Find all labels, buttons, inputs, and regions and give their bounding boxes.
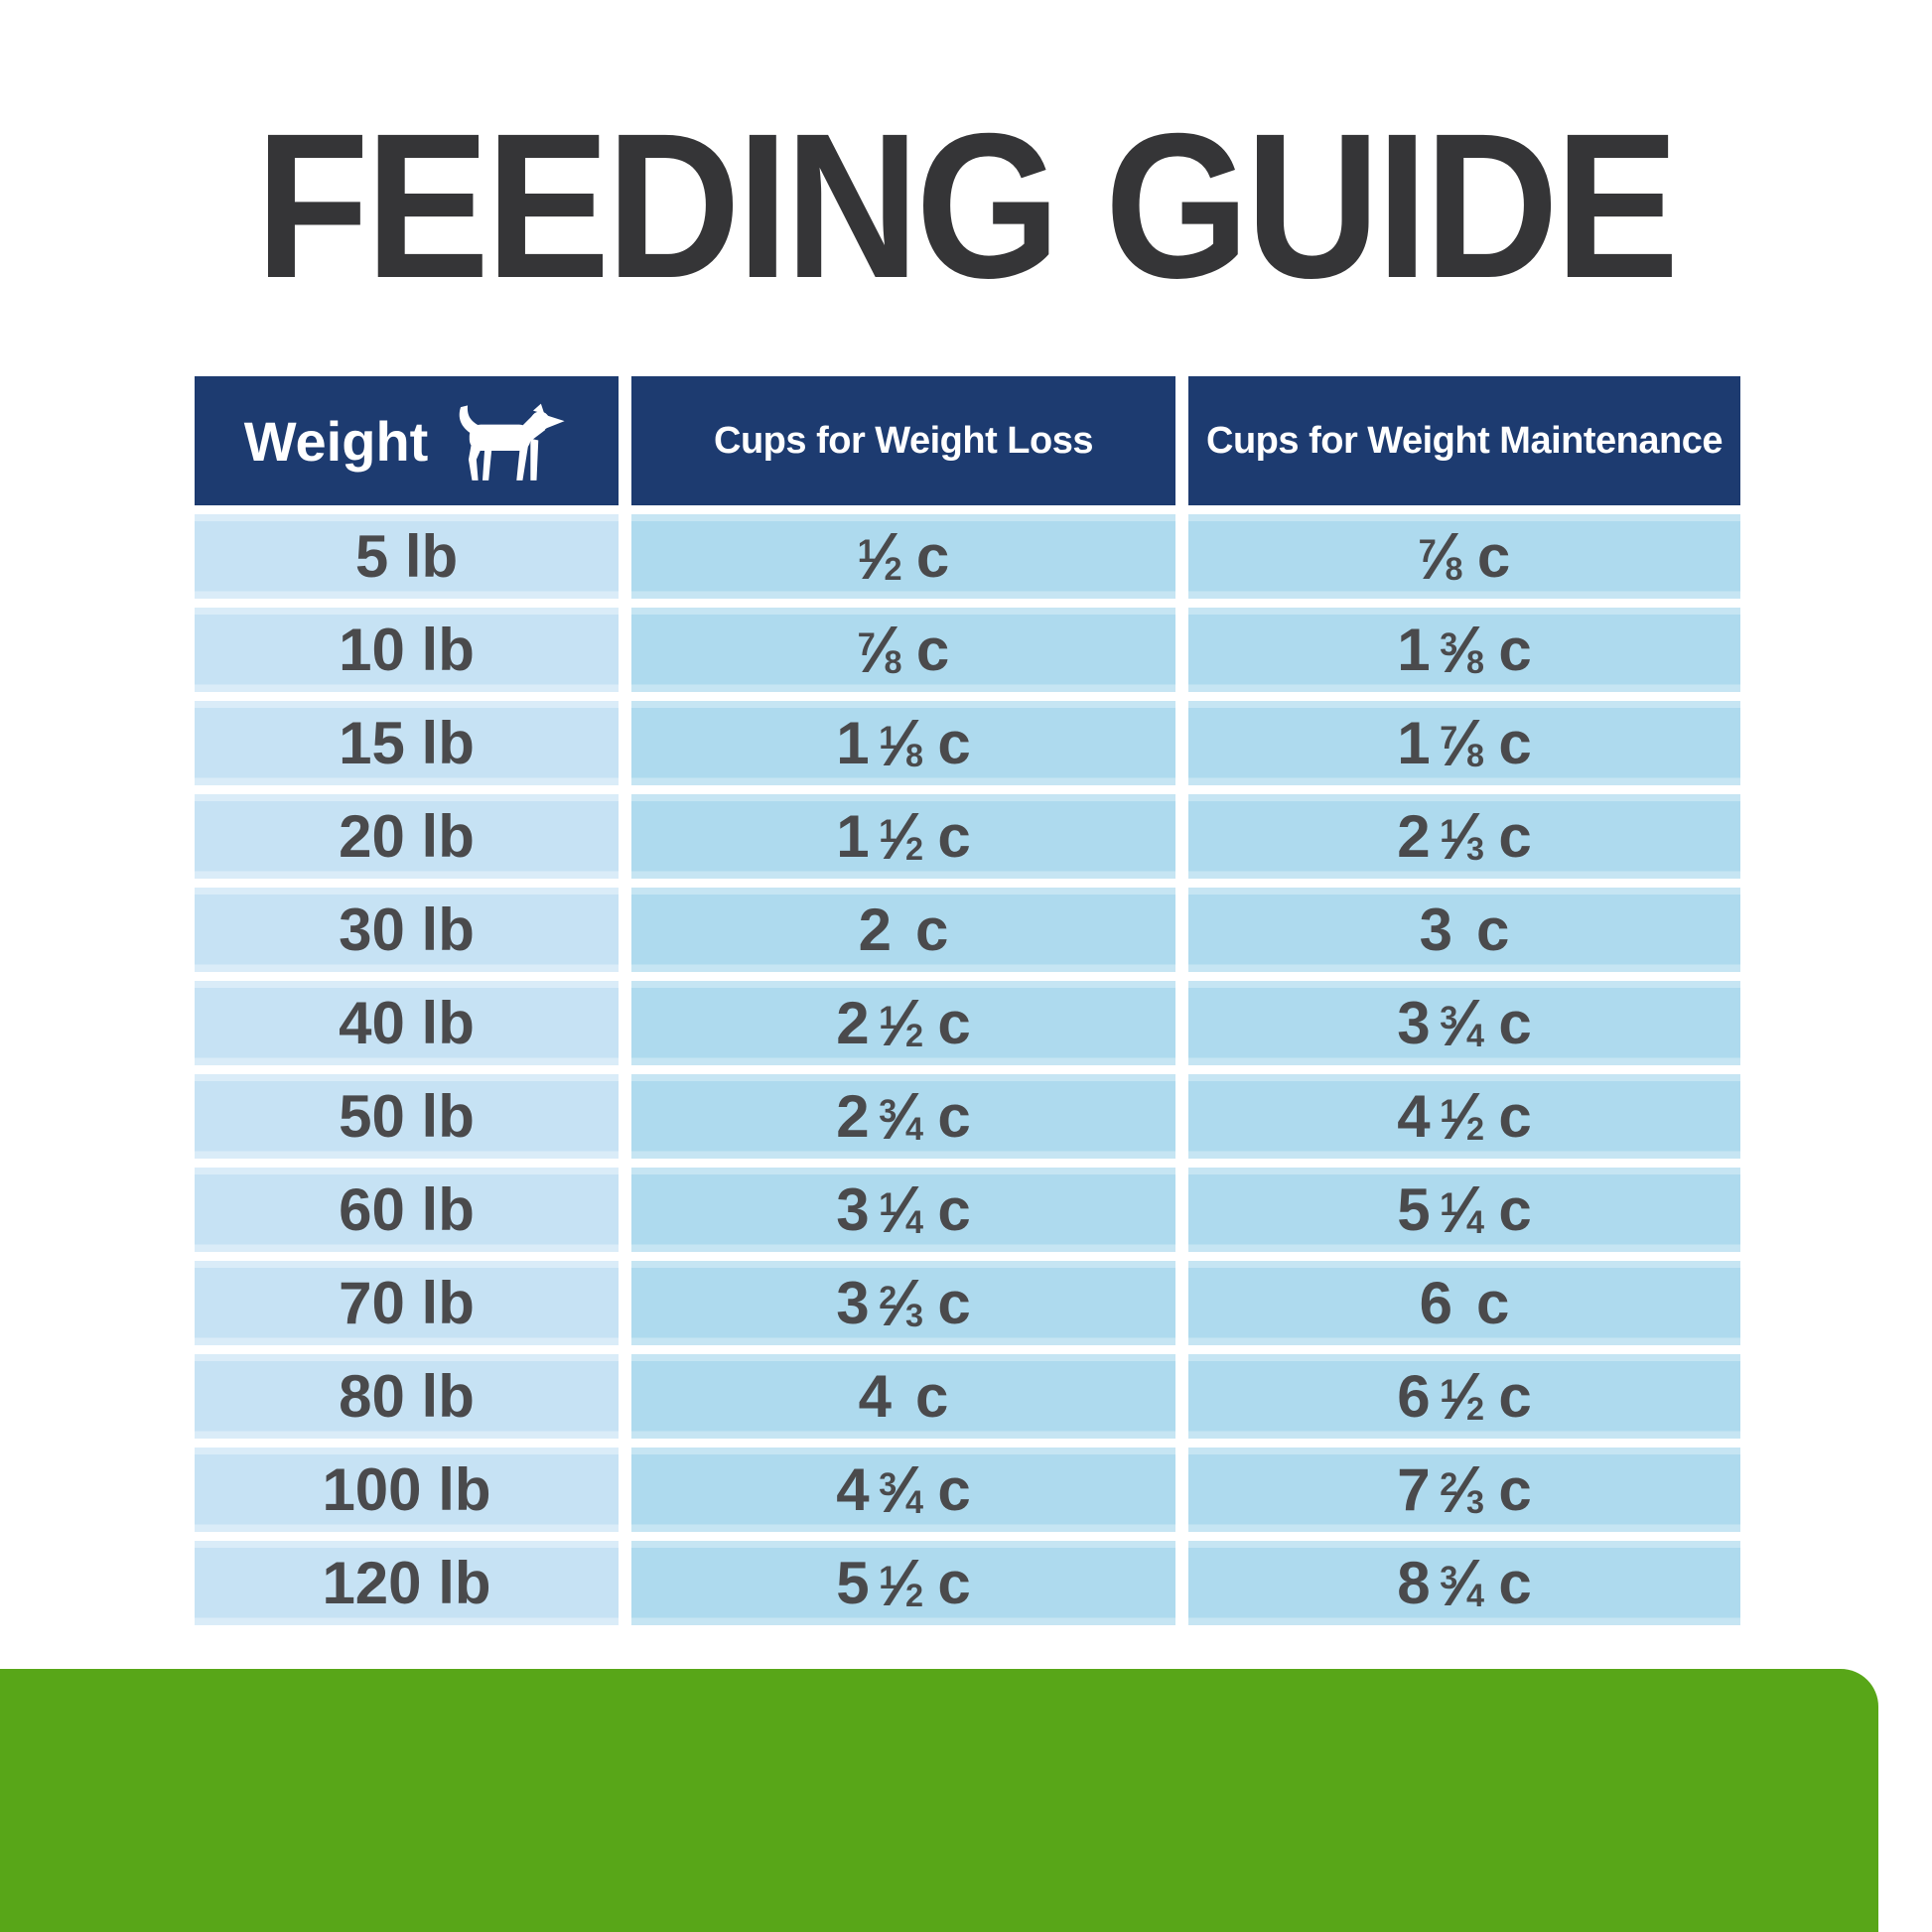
feeding-table: Weight Cups for Weight Loss Cups for Wei…: [195, 376, 1740, 1625]
cups-maintenance-cell: 6 1⁄2 c: [1188, 1354, 1740, 1439]
weight-cell: 20 lb: [195, 794, 619, 879]
cups-maintenance-cell: 1 7⁄8 c: [1188, 701, 1740, 785]
page-title: FEEDING GUIDE: [0, 103, 1932, 310]
weight-cell: 15 lb: [195, 701, 619, 785]
green-footer-band: [0, 1669, 1878, 1932]
cups-maintenance-cell: 4 1⁄2 c: [1188, 1074, 1740, 1159]
cups-loss-cell: 1 1⁄8 c: [631, 701, 1175, 785]
page-title-text: FEEDING GUIDE: [255, 91, 1680, 322]
cups-loss-cell: 1⁄2 c: [631, 514, 1175, 599]
cups-loss-cell: 1 1⁄2 c: [631, 794, 1175, 879]
cups-maintenance-header-label: Cups for Weight Maintenance: [1206, 419, 1723, 462]
weight-cell: 80 lb: [195, 1354, 619, 1439]
cups-loss-cell: 5 1⁄2 c: [631, 1541, 1175, 1625]
weight-cell: 30 lb: [195, 888, 619, 972]
column-header-cups-loss: Cups for Weight Loss: [631, 376, 1175, 505]
cups-loss-cell: 3 1⁄4 c: [631, 1168, 1175, 1252]
weight-cell: 5 lb: [195, 514, 619, 599]
cups-maintenance-cell: 7⁄8 c: [1188, 514, 1740, 599]
cups-loss-cell: 2 1⁄2 c: [631, 981, 1175, 1065]
cups-maintenance-cell: 7 2⁄3 c: [1188, 1448, 1740, 1532]
dog-icon: [460, 403, 565, 481]
cups-loss-cell: 4 3⁄4 c: [631, 1448, 1175, 1532]
cups-maintenance-cell: 2 1⁄3 c: [1188, 794, 1740, 879]
cups-loss-cell: 7⁄8 c: [631, 608, 1175, 692]
column-header-cups-maintenance: Cups for Weight Maintenance: [1188, 376, 1740, 505]
weight-cell: 70 lb: [195, 1261, 619, 1345]
cups-loss-cell: 3 2⁄3 c: [631, 1261, 1175, 1345]
weight-header-label: Weight: [243, 409, 429, 473]
cups-maintenance-cell: 5 1⁄4 c: [1188, 1168, 1740, 1252]
weight-cell: 100 lb: [195, 1448, 619, 1532]
cups-maintenance-cell: 1 3⁄8 c: [1188, 608, 1740, 692]
cups-loss-cell: 2 3⁄4 c: [631, 1074, 1175, 1159]
weight-cell: 10 lb: [195, 608, 619, 692]
cups-loss-header-label: Cups for Weight Loss: [714, 419, 1093, 462]
weight-cell: 120 lb: [195, 1541, 619, 1625]
weight-cell: 50 lb: [195, 1074, 619, 1159]
cups-maintenance-cell: 3 3⁄4 c: [1188, 981, 1740, 1065]
column-header-weight: Weight: [195, 376, 619, 505]
weight-cell: 40 lb: [195, 981, 619, 1065]
cups-maintenance-cell: 8 3⁄4 c: [1188, 1541, 1740, 1625]
weight-cell: 60 lb: [195, 1168, 619, 1252]
